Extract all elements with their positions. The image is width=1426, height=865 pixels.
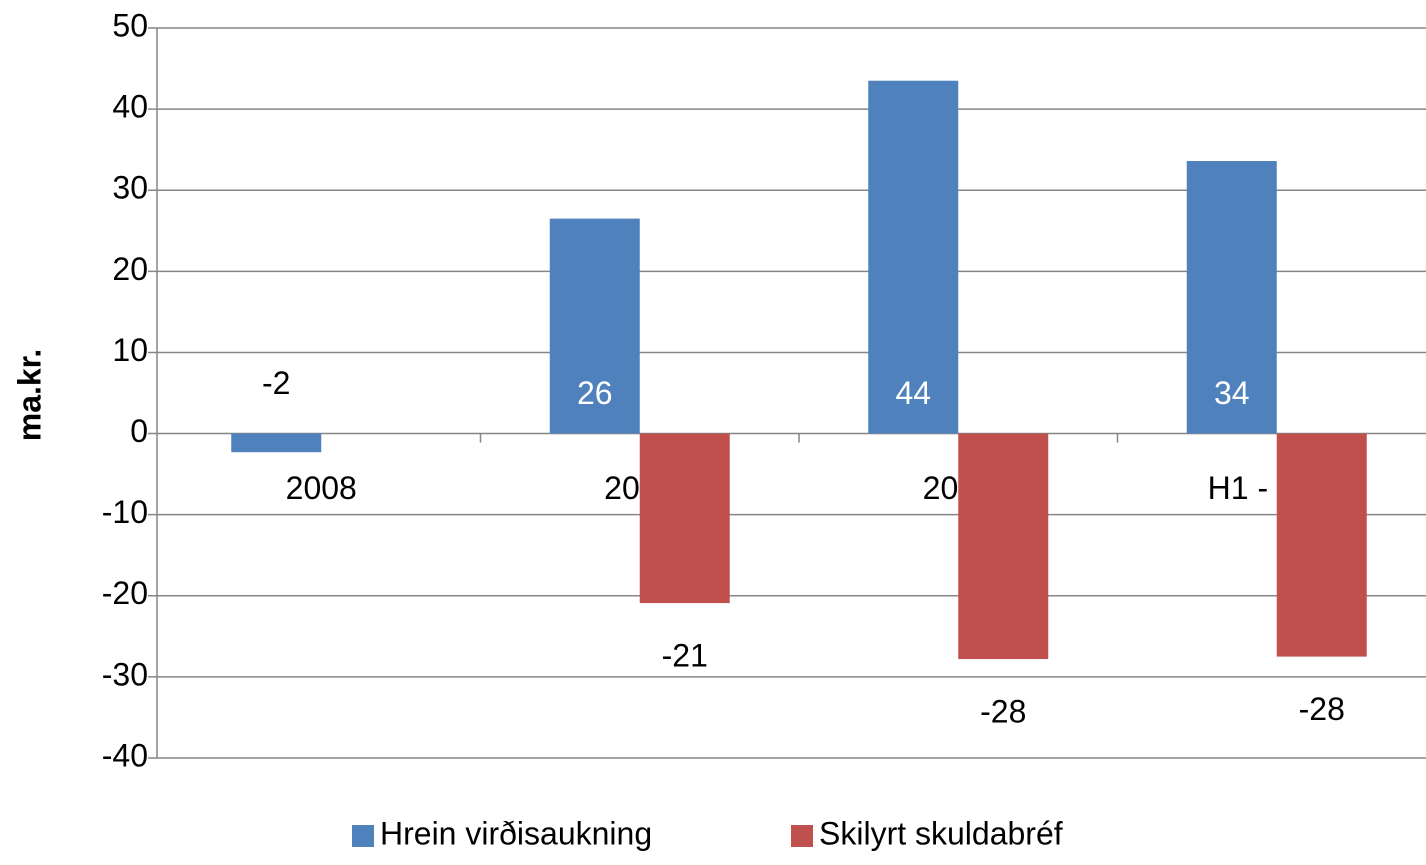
legend-swatch (791, 825, 813, 847)
data-label: 26 (577, 375, 613, 411)
y-tick-label: -10 (102, 494, 148, 530)
data-label: -2 (262, 365, 290, 401)
y-tick-label: 50 (112, 7, 148, 43)
y-tick-label: 10 (112, 332, 148, 368)
y-tick-label: 0 (130, 413, 148, 449)
bar (231, 433, 322, 453)
legend-swatch (352, 825, 374, 847)
bar (549, 218, 640, 434)
data-label: 34 (1214, 375, 1250, 411)
bar (639, 433, 730, 604)
x-tick-label: 2008 (286, 470, 357, 506)
data-label: -21 (662, 638, 708, 674)
data-label: 44 (895, 375, 931, 411)
y-tick-label: -30 (102, 656, 148, 692)
bar (1186, 161, 1277, 434)
bar (868, 80, 959, 434)
y-tick-label: -20 (102, 575, 148, 611)
y-tick-label: 20 (112, 251, 148, 287)
bar (958, 433, 1049, 660)
bar (1276, 433, 1367, 657)
data-label: -28 (1299, 691, 1345, 727)
y-axis-label: ma.kr. (11, 349, 47, 442)
data-label: -28 (980, 693, 1026, 729)
y-tick-label: 30 (112, 170, 148, 206)
legend-label: Skilyrt skuldabréf (819, 815, 1063, 851)
legend-label: Hrein virðisaukning (380, 815, 652, 851)
y-tick-label: -40 (102, 737, 148, 773)
y-tick-label: 40 (112, 89, 148, 125)
